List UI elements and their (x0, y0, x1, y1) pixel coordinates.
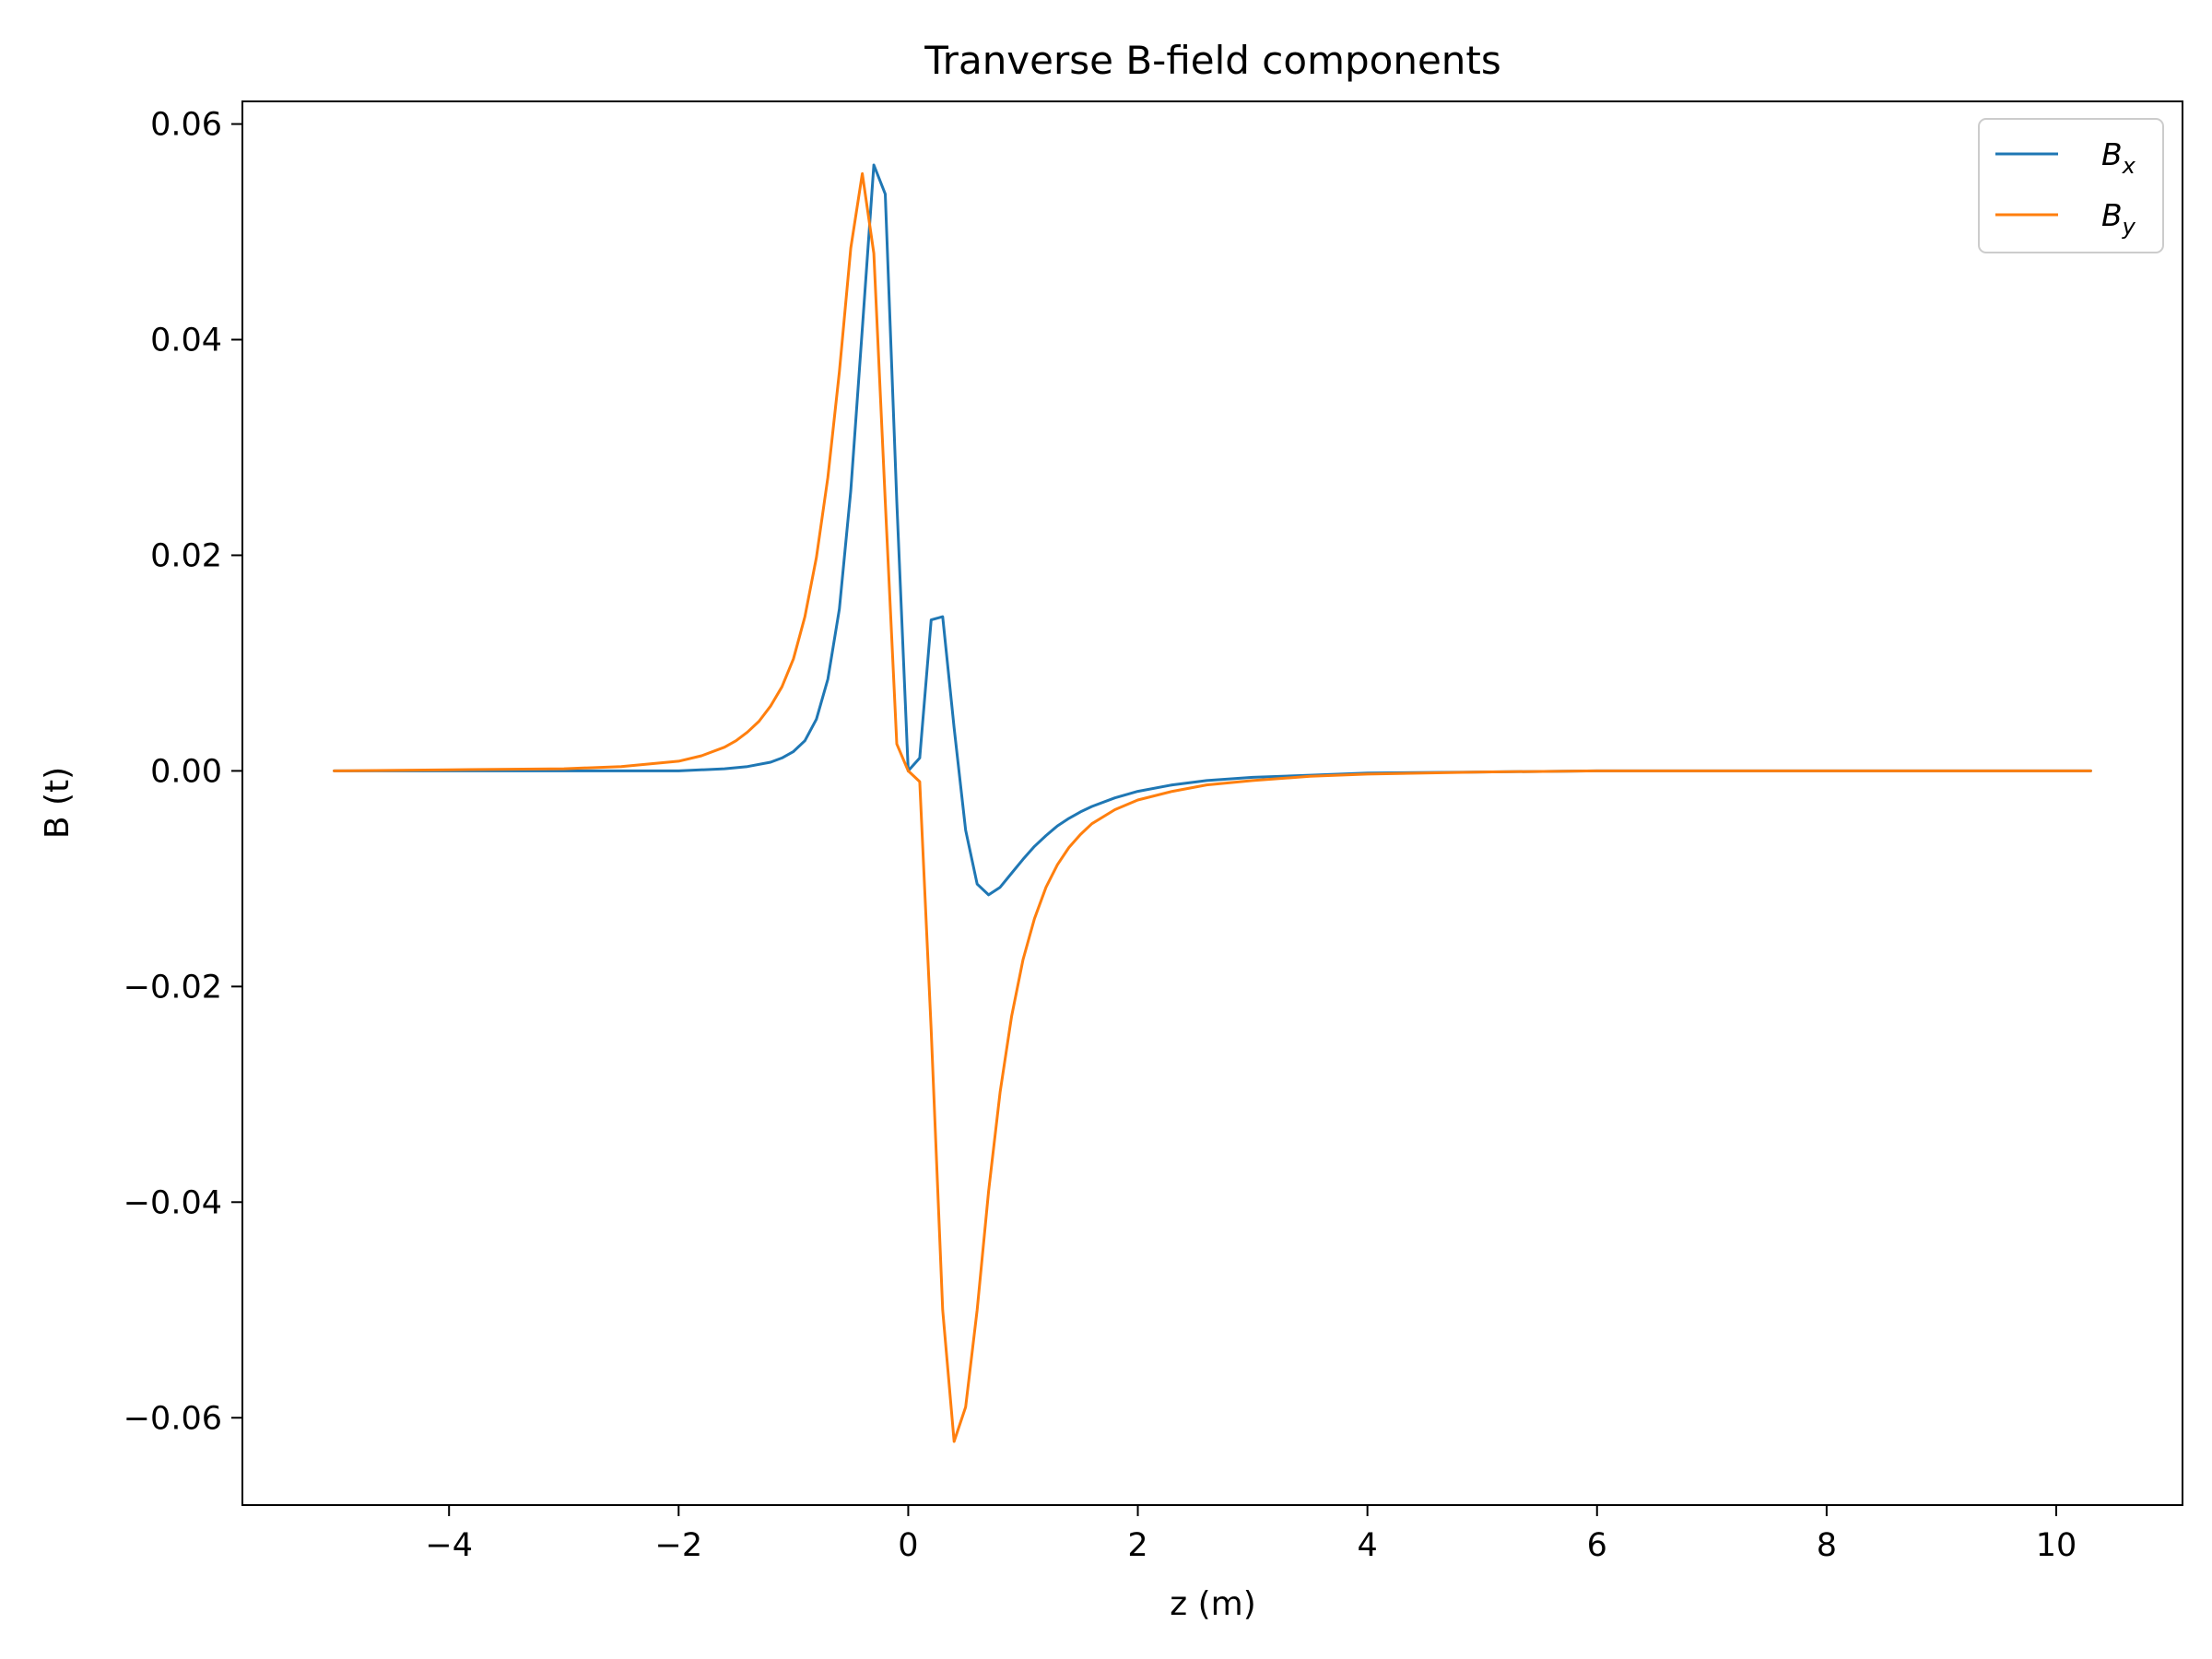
y-axis-label: B (t) (39, 767, 76, 839)
y-tick-label: 0.00 (150, 753, 222, 790)
legend-box (1978, 118, 2164, 253)
x-axis-label: z (m) (1170, 1585, 1256, 1623)
x-tick-label: 6 (1587, 1527, 1607, 1564)
series-line-By (333, 171, 2092, 1443)
x-tick-label: 4 (1358, 1527, 1378, 1564)
y-tick-label: 0.04 (150, 323, 222, 359)
legend-label-By: By (2101, 197, 2136, 240)
y-tick-label: −0.06 (124, 1400, 222, 1437)
legend-label-subscript: y (2122, 214, 2136, 240)
plot-area (241, 100, 2183, 1506)
y-axis: −0.06 −0.04 −0.02 0.00 0.02 0.04 0.06 (124, 107, 242, 1437)
y-tick-label: −0.04 (124, 1184, 222, 1221)
x-tick-label: 2 (1127, 1527, 1147, 1564)
x-tick-label: 10 (2036, 1527, 2077, 1564)
plot-background (242, 101, 2183, 1505)
y-tick-label: −0.02 (124, 969, 222, 1006)
y-tick-label: 0.02 (150, 537, 222, 574)
x-tick-label: −2 (655, 1527, 703, 1564)
legend-label-Bx: Bx (2101, 136, 2136, 179)
legend-label-subscript: x (2122, 153, 2136, 179)
x-tick-label: −4 (425, 1527, 473, 1564)
x-tick-label: 8 (1817, 1527, 1837, 1564)
series-layer (333, 163, 2092, 1443)
series-line-Bx (333, 163, 2092, 897)
x-tick-label: 0 (898, 1527, 918, 1564)
chart-title: Tranverse B-field components (924, 38, 1501, 83)
y-tick-label: 0.06 (150, 107, 222, 144)
x-axis: −4 −2 0 2 4 6 8 10 (425, 1505, 2077, 1564)
legend-label-main: B (2101, 197, 2123, 233)
legend-label-main: B (2101, 136, 2123, 172)
plot-frame (241, 100, 2183, 1506)
